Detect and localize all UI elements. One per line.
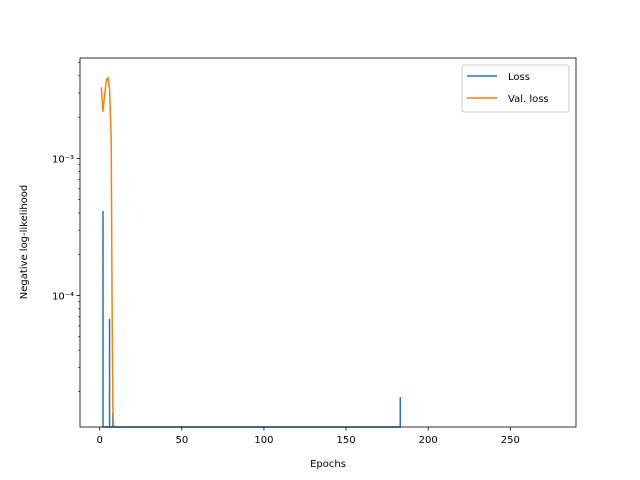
series-line-val-loss [100, 76, 115, 428]
x-ticks: 0 50 100 150 200 250 [97, 427, 520, 446]
y-ticks: 10⁻⁴ 10⁻³ [52, 62, 80, 392]
x-tick-label: 250 [501, 435, 520, 446]
x-tick-label: 50 [175, 435, 188, 446]
plot-frame [79, 57, 577, 428]
x-tick-label: 0 [97, 435, 103, 446]
x-tick-label: 200 [419, 435, 438, 446]
legend: Loss Val. loss [461, 64, 570, 113]
y-tick-label: 10⁻⁴ [52, 292, 74, 303]
legend-label-loss: Loss [508, 72, 530, 83]
y-axis-label: Negative log-likelihood [19, 185, 30, 300]
y-tick-label: 10⁻³ [52, 154, 74, 165]
x-axis-label: Epochs [310, 459, 346, 470]
x-tick-label: 150 [337, 435, 356, 446]
plot-area [80, 58, 576, 427]
x-tick-label: 100 [254, 435, 273, 446]
legend-label-val-loss: Val. loss [508, 94, 549, 105]
